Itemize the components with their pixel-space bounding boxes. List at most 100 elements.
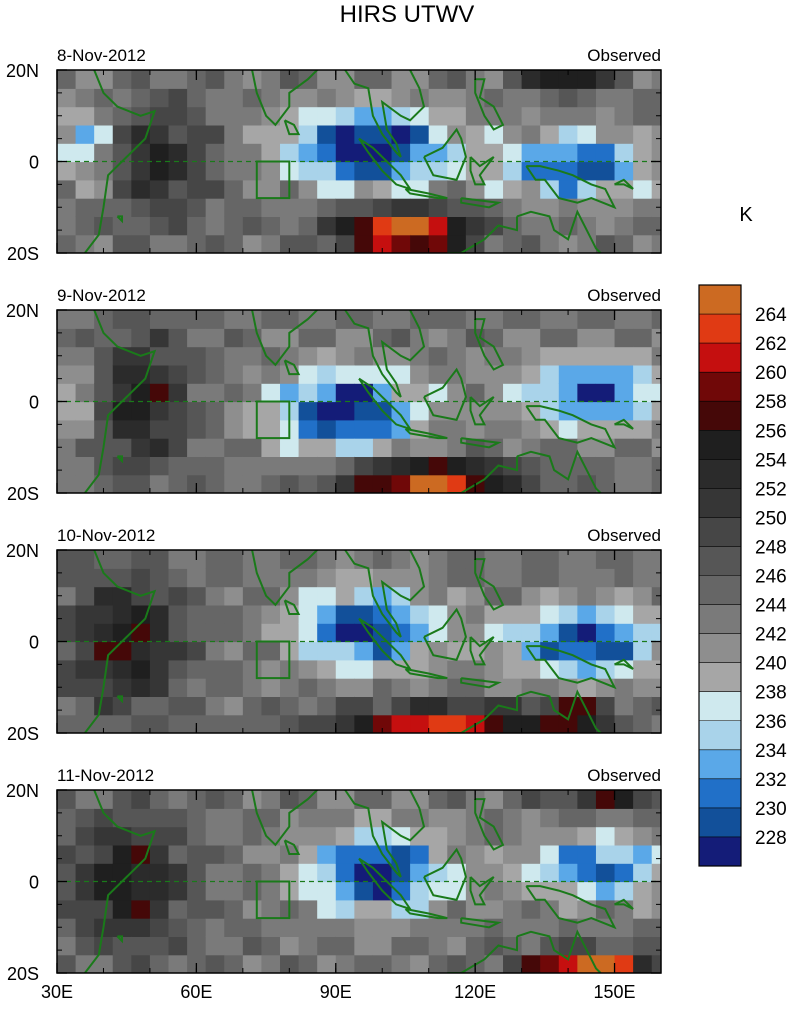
field-cell [224, 808, 244, 828]
utwv-field [57, 70, 661, 253]
field-cell [595, 383, 616, 403]
field-cell [112, 604, 132, 624]
field-cell [651, 70, 661, 89]
field-cell [205, 826, 225, 846]
y-tick-label: 0 [29, 153, 39, 173]
field-cell [447, 216, 467, 236]
field-cell [335, 346, 355, 366]
field-cell [595, 936, 616, 956]
field-cell [205, 179, 225, 199]
field-cell [112, 364, 132, 384]
field-cell [428, 936, 448, 956]
coastline [251, 790, 319, 847]
field-cell [280, 714, 300, 733]
field-cell [335, 438, 355, 457]
field-cell [57, 124, 77, 144]
field-cell [94, 364, 114, 384]
field-cell [484, 456, 504, 476]
field-cell [261, 696, 281, 716]
field-cell [242, 161, 263, 181]
field-cell [298, 198, 318, 217]
x-tick-label: 30E [41, 982, 73, 1002]
field-cell [540, 918, 560, 937]
field-cell [577, 918, 597, 937]
field-cell [205, 844, 225, 864]
field-cell [168, 419, 188, 439]
field-cell [633, 474, 653, 493]
field-cell [577, 88, 597, 108]
field-cell [149, 844, 170, 864]
field-cell [298, 678, 318, 697]
field-cell [57, 328, 77, 348]
y-tick-label: 20N [6, 541, 39, 561]
field-cell [651, 881, 661, 901]
field-cell [112, 383, 132, 403]
field-cell [651, 179, 661, 199]
field-cell [298, 346, 318, 366]
field-cell [577, 790, 597, 809]
field-cell [633, 216, 653, 236]
field-cell [168, 216, 188, 236]
field-cell [614, 954, 634, 973]
field-cell [428, 604, 448, 624]
field-cell [112, 198, 132, 217]
map-panel: 20N 0 20S 8-Nov-2012 Observed [6, 46, 662, 264]
field-cell [410, 568, 430, 588]
field-cell [503, 918, 523, 937]
field-cell [614, 346, 634, 366]
field-cell [57, 179, 77, 199]
field-cell [447, 790, 467, 809]
field-cell [317, 808, 337, 828]
coastline [516, 929, 602, 973]
field-cell [614, 623, 634, 643]
colorbar-swatch [699, 604, 741, 634]
field-cell [521, 954, 541, 973]
field-cell [447, 198, 467, 217]
field-cell [651, 364, 661, 384]
colorbar-label: 240 [755, 654, 787, 675]
coastline [283, 839, 301, 855]
y-tick-label: 20N [6, 61, 39, 81]
field-cell [187, 143, 207, 163]
field-cell [168, 918, 188, 937]
field-cell [577, 826, 597, 846]
field-cell [595, 826, 616, 846]
field-cell [317, 918, 337, 937]
field-cell [372, 474, 393, 493]
field-cell [372, 310, 393, 329]
field-cell [614, 456, 634, 476]
field-cell [354, 70, 374, 89]
field-cell [595, 790, 616, 809]
field-cell [633, 419, 653, 439]
field-cell [149, 383, 170, 403]
field-cell [242, 438, 263, 457]
coastline [404, 427, 448, 440]
field-cell [633, 568, 653, 588]
field-cell [131, 954, 151, 973]
field-cell [335, 124, 355, 144]
field-cell [149, 364, 170, 384]
field-cell [633, 124, 653, 144]
field-cell [521, 604, 541, 624]
field-cell [94, 714, 114, 733]
field-cell [335, 881, 355, 901]
field-cell [298, 826, 318, 846]
field-cell [187, 641, 207, 661]
field-cell [57, 641, 77, 661]
field-cell [595, 714, 616, 733]
field-cell [633, 899, 653, 919]
field-cell [484, 216, 504, 236]
field-cell [317, 234, 337, 253]
field-cell [651, 419, 661, 439]
x-tick-label: 150E [594, 982, 636, 1002]
field-cell [372, 936, 393, 956]
field-cell [372, 198, 393, 217]
field-cell [149, 863, 170, 883]
field-cell [131, 456, 151, 476]
field-cell [205, 899, 225, 919]
field-cell [298, 881, 318, 901]
field-cell [112, 161, 132, 181]
field-cell [335, 641, 355, 661]
field-cell [577, 364, 597, 384]
field-cell [317, 438, 337, 457]
